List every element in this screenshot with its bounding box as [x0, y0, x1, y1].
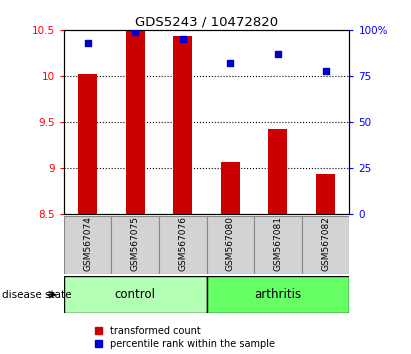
Point [84, 40, 91, 46]
Bar [254, 216, 302, 274]
Text: GSM567074: GSM567074 [83, 217, 92, 272]
Text: disease state: disease state [2, 290, 72, 300]
Title: GDS5243 / 10472820: GDS5243 / 10472820 [135, 16, 278, 29]
Bar [78, 74, 97, 214]
Bar [126, 30, 145, 214]
Bar [64, 276, 206, 313]
Bar [221, 162, 240, 214]
Bar [173, 36, 192, 214]
Bar [316, 174, 335, 214]
Text: control: control [115, 288, 156, 301]
Bar [64, 216, 111, 274]
Bar [268, 130, 287, 214]
Point [275, 51, 281, 57]
Point [227, 61, 233, 66]
Point [180, 36, 186, 42]
Text: GSM567080: GSM567080 [226, 217, 235, 272]
Text: GSM567081: GSM567081 [273, 217, 282, 272]
Text: GSM567076: GSM567076 [178, 217, 187, 272]
Point [132, 29, 139, 35]
Bar [302, 216, 349, 274]
Point [322, 68, 329, 73]
Text: GSM567075: GSM567075 [131, 217, 140, 272]
Text: GSM567082: GSM567082 [321, 217, 330, 272]
Bar [206, 276, 349, 313]
Bar [206, 216, 254, 274]
Legend: transformed count, percentile rank within the sample: transformed count, percentile rank withi… [95, 326, 275, 349]
Bar [159, 216, 206, 274]
Bar [111, 216, 159, 274]
Text: arthritis: arthritis [254, 288, 302, 301]
